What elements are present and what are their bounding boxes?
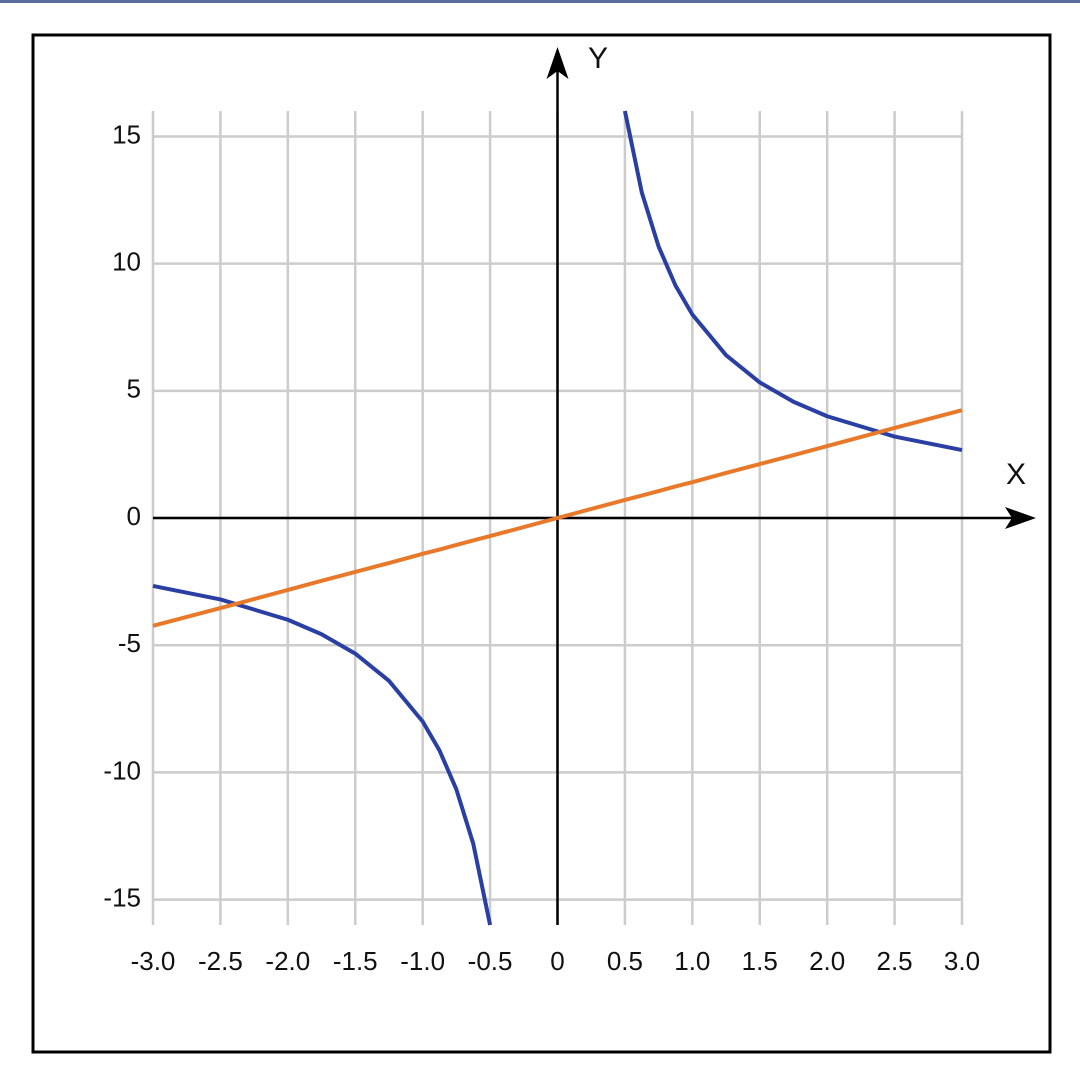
y-tick-label: 5 [127,374,141,404]
x-tick-label: -2.5 [198,946,243,976]
y-axis-label: Y [588,42,608,75]
x-tick-label: 0 [550,946,564,976]
y-tick-label: -10 [103,755,141,785]
frame [31,33,1052,1054]
x-tick-label: 2.5 [877,946,913,976]
series-line [152,408,963,628]
y-tick-label: -5 [118,628,141,658]
x-tick-label: -3.0 [131,946,176,976]
x-tick-label: -0.5 [468,946,513,976]
y-tick-label: 15 [112,119,141,149]
x-tick-label: 3.0 [944,946,980,976]
y-tick-label: 10 [112,247,141,277]
y-axis-arrow [546,47,569,79]
top-bar [0,0,1080,3]
lines [152,110,963,926]
x-tick-label: 1.0 [674,946,710,976]
x-tick-label: -2.0 [265,946,310,976]
x-axis-arrow [1005,507,1036,529]
x-tick-label: 1.5 [742,946,778,976]
x-axis-label: X [1006,458,1026,491]
x-tick-label: 2.0 [809,946,845,976]
x-tick-label: 0.5 [607,946,643,976]
x-tick-label: -1.5 [333,946,378,976]
x-tick-label: -1.0 [400,946,445,976]
y-tick-label: 0 [127,501,141,531]
axes [153,47,1036,925]
series-line [622,110,963,453]
series-line [152,583,493,926]
y-tick-label: -15 [103,882,141,912]
